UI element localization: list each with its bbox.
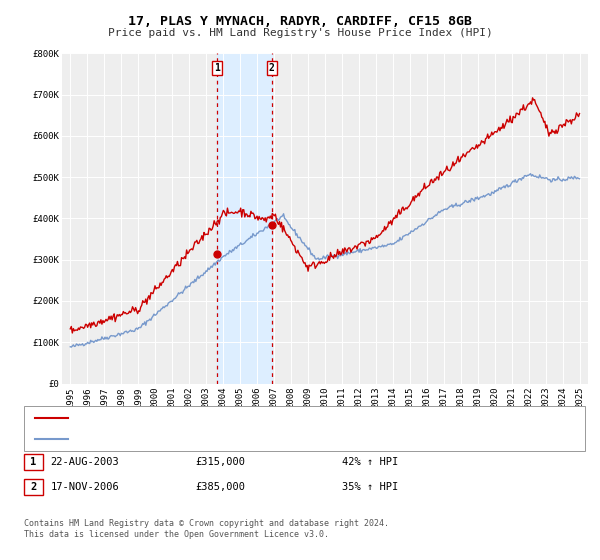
Text: 35% ↑ HPI: 35% ↑ HPI (342, 482, 398, 492)
Text: 17-NOV-2006: 17-NOV-2006 (50, 482, 119, 492)
Text: £385,000: £385,000 (195, 482, 245, 492)
Text: 17, PLAS Y MYNACH, RADYR, CARDIFF, CF15 8GB (detached house): 17, PLAS Y MYNACH, RADYR, CARDIFF, CF15 … (75, 414, 420, 423)
Text: £315,000: £315,000 (195, 457, 245, 467)
Text: 2: 2 (31, 482, 37, 492)
Text: 2: 2 (269, 63, 275, 73)
Text: Price paid vs. HM Land Registry's House Price Index (HPI): Price paid vs. HM Land Registry's House … (107, 28, 493, 38)
Text: 1: 1 (31, 457, 37, 467)
Text: 42% ↑ HPI: 42% ↑ HPI (342, 457, 398, 467)
Bar (217, 53, 272, 384)
Text: HPI: Average price, detached house, Cardiff: HPI: Average price, detached house, Card… (75, 434, 322, 443)
Text: Contains HM Land Registry data © Crown copyright and database right 2024.
This d: Contains HM Land Registry data © Crown c… (24, 519, 389, 539)
Text: 22-AUG-2003: 22-AUG-2003 (50, 457, 119, 467)
Text: 17, PLAS Y MYNACH, RADYR, CARDIFF, CF15 8GB: 17, PLAS Y MYNACH, RADYR, CARDIFF, CF15 … (128, 15, 472, 27)
Text: 1: 1 (214, 63, 220, 73)
